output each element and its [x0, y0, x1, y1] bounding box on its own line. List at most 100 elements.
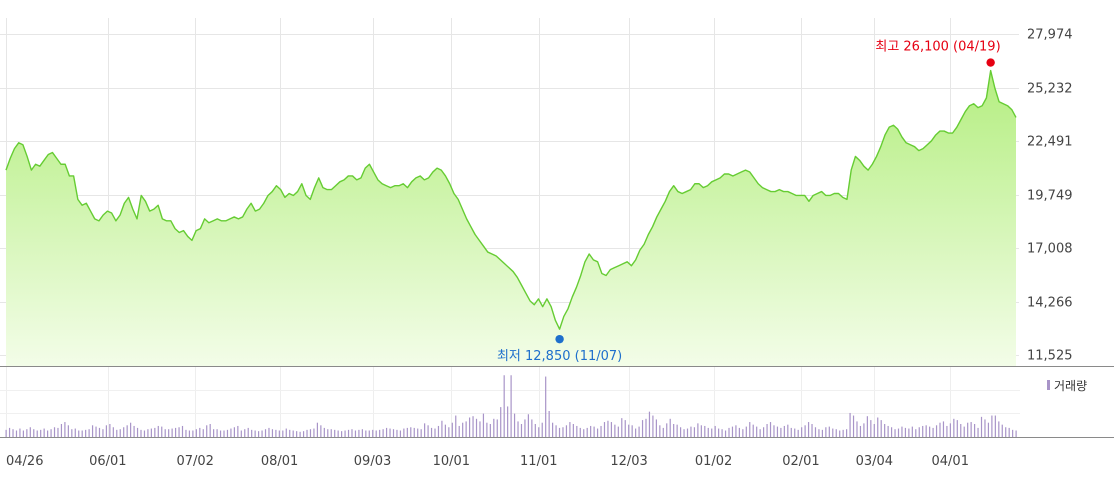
volume-bars	[5, 375, 1017, 437]
volume-bar	[980, 416, 983, 437]
volume-bar	[147, 429, 149, 437]
volume-bar	[475, 418, 478, 437]
volume-bar	[406, 427, 408, 437]
volume-bar	[119, 429, 121, 437]
volume-bar	[856, 421, 858, 437]
volume-bar	[621, 418, 623, 437]
volume-bar	[71, 429, 73, 437]
volume-bar	[929, 426, 931, 437]
volume-bar	[866, 416, 868, 437]
volume-bar	[102, 429, 104, 437]
y-tick-label: 14,266	[1027, 296, 1073, 311]
volume-bar	[801, 427, 803, 437]
volume-bar	[109, 424, 111, 437]
volume-bar	[351, 429, 353, 437]
volume-bar	[213, 429, 215, 437]
volume-bar	[50, 429, 52, 437]
volume-bar	[987, 422, 990, 437]
volume-bar	[873, 424, 875, 437]
x-tick-label: 06/01	[89, 454, 126, 469]
volume-bar	[202, 429, 204, 437]
volume-bar	[43, 428, 45, 437]
volume-bar	[278, 430, 280, 437]
volume-bar	[468, 417, 471, 437]
volume-bar	[908, 428, 910, 437]
volume-bar	[64, 422, 66, 437]
volume-bar	[935, 425, 938, 437]
volume-bar	[57, 427, 59, 437]
volume-bar	[596, 428, 599, 437]
volume-bar	[396, 429, 398, 437]
volume-bar	[531, 419, 533, 437]
volume-bar	[323, 427, 325, 437]
volume-bar	[593, 426, 595, 437]
volume-bar	[1015, 430, 1017, 437]
volume-bar	[576, 425, 578, 437]
volume-bar	[749, 422, 751, 437]
volume-bar	[901, 426, 903, 437]
volume-bar	[991, 415, 993, 437]
volume-bar	[385, 427, 388, 437]
volume-bar	[451, 422, 453, 437]
volume-bar	[233, 427, 235, 437]
volume-bar	[181, 425, 184, 437]
volume-bar	[185, 429, 187, 437]
volume-bar	[365, 430, 367, 437]
volume-bar	[766, 424, 768, 437]
volume-bar	[372, 429, 374, 437]
volume-bar	[562, 427, 564, 437]
high-price-marker	[986, 58, 995, 67]
volume-bar	[341, 431, 343, 437]
volume-bar	[392, 429, 395, 437]
volume-bar	[126, 425, 128, 437]
volume-bar	[614, 424, 616, 437]
volume-bar	[40, 429, 42, 437]
volume-bar	[264, 429, 267, 437]
volume-bar	[846, 429, 848, 437]
volume-bar	[347, 429, 350, 437]
volume-bar	[199, 427, 201, 437]
volume-bar	[344, 430, 346, 437]
volume-bar	[967, 422, 969, 437]
high-price-label: 최고 26,100 (04/19)	[875, 40, 1000, 55]
volume-bar	[1012, 429, 1014, 437]
y-tick-label: 22,491	[1027, 135, 1073, 150]
volume-bar	[769, 422, 772, 437]
volume-bar	[686, 428, 689, 437]
volume-bar	[603, 422, 606, 437]
volume-bar	[123, 427, 125, 437]
volume-bar	[254, 430, 256, 437]
volume-bar	[133, 425, 135, 437]
volume-bar	[790, 427, 792, 437]
volume-bar	[811, 424, 813, 437]
volume-bar	[565, 425, 568, 437]
volume-bar	[797, 429, 799, 437]
volume-bar	[493, 418, 495, 437]
y-tick-label: 17,008	[1027, 242, 1073, 257]
volume-bar	[413, 427, 415, 437]
volume-bar	[949, 423, 951, 437]
volume-bar	[358, 429, 360, 437]
volume-bar	[780, 427, 782, 437]
volume-legend-swatch	[1047, 380, 1050, 390]
volume-bar	[669, 418, 671, 437]
volume-bar	[579, 427, 581, 437]
volume-bar	[617, 426, 619, 437]
volume-bar	[946, 425, 948, 437]
x-tick-label: 04/01	[932, 454, 969, 469]
volume-bar	[271, 429, 274, 437]
x-tick-label: 02/01	[782, 454, 819, 469]
volume-bar	[434, 428, 436, 437]
volume-bar	[704, 425, 706, 437]
volume-bar	[534, 424, 536, 437]
volume-bar	[904, 427, 907, 437]
volume-bar	[240, 430, 242, 437]
volume-bar	[527, 414, 529, 437]
volume-bar	[724, 430, 727, 437]
volume-bar	[673, 424, 675, 437]
volume-bar	[877, 417, 879, 437]
volume-bar	[330, 429, 332, 437]
volume-bar	[794, 428, 796, 437]
volume-bar	[624, 420, 626, 437]
